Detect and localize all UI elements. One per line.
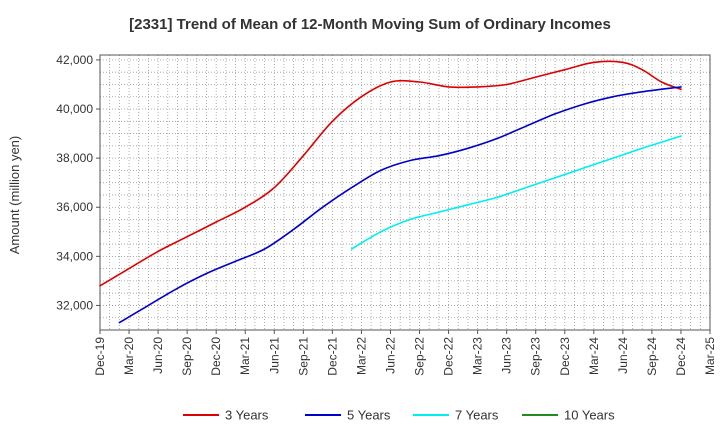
x-tick-label: Sep-24	[645, 337, 659, 376]
x-tick-label: Jun-21	[267, 337, 281, 374]
series-line-7-years	[350, 135, 682, 250]
y-axis-ticks: 32,000 34,000 36,000 38,000 40,000 42,000	[56, 53, 100, 312]
x-tick-label: Jun-24	[616, 337, 630, 374]
x-tick-label: Dec-21	[325, 337, 339, 376]
x-tick-label: Mar-23	[471, 337, 485, 375]
legend: 3 Years 5 Years 7 Years 10 Years	[183, 408, 615, 423]
y-tick-label: 32,000	[56, 298, 93, 312]
x-tick-label: Mar-21	[238, 337, 252, 375]
legend-label-5-years: 5 Years	[347, 408, 391, 423]
chart-title: [2331] Trend of Mean of 12-Month Moving …	[129, 16, 611, 33]
x-tick-label: Dec-22	[442, 337, 456, 376]
y-tick-label: 38,000	[56, 151, 93, 165]
x-tick-label: Jun-20	[151, 337, 165, 374]
series-line-5-years	[118, 86, 682, 324]
series-lines	[99, 60, 682, 324]
grid-lines	[100, 55, 710, 330]
y-tick-label: 40,000	[56, 102, 93, 116]
x-tick-label: Dec-24	[674, 337, 688, 376]
x-tick-label: Sep-22	[413, 337, 427, 376]
y-tick-label: 34,000	[56, 249, 93, 263]
y-tick-label: 36,000	[56, 200, 93, 214]
x-tick-label: Mar-25	[703, 337, 717, 375]
legend-label-7-years: 7 Years	[455, 408, 499, 423]
legend-label-3-years: 3 Years	[225, 408, 269, 423]
x-tick-label: Sep-20	[180, 337, 194, 376]
x-tick-label: Mar-22	[354, 337, 368, 375]
y-axis-label: Amount (million yen)	[7, 136, 22, 255]
x-axis-ticks: Dec-19 Mar-20 Jun-20 Sep-20 Dec-20 Mar-21 Jun-…	[93, 330, 717, 376]
plot-area-border	[99, 54, 711, 331]
x-tick-label: Mar-20	[122, 337, 136, 375]
x-tick-label: Dec-19	[93, 337, 107, 376]
x-tick-label: Jun-22	[383, 337, 397, 374]
x-tick-label: Sep-23	[529, 337, 543, 376]
y-tick-label: 42,000	[56, 53, 93, 67]
series-line-3-years	[99, 60, 682, 287]
x-tick-label: Sep-21	[296, 337, 310, 376]
x-tick-label: Jun-23	[500, 337, 514, 374]
legend-label-10-years: 10 Years	[564, 408, 615, 423]
x-tick-label: Mar-24	[587, 337, 601, 375]
x-tick-label: Dec-20	[209, 337, 223, 376]
x-tick-label: Dec-23	[558, 337, 572, 376]
